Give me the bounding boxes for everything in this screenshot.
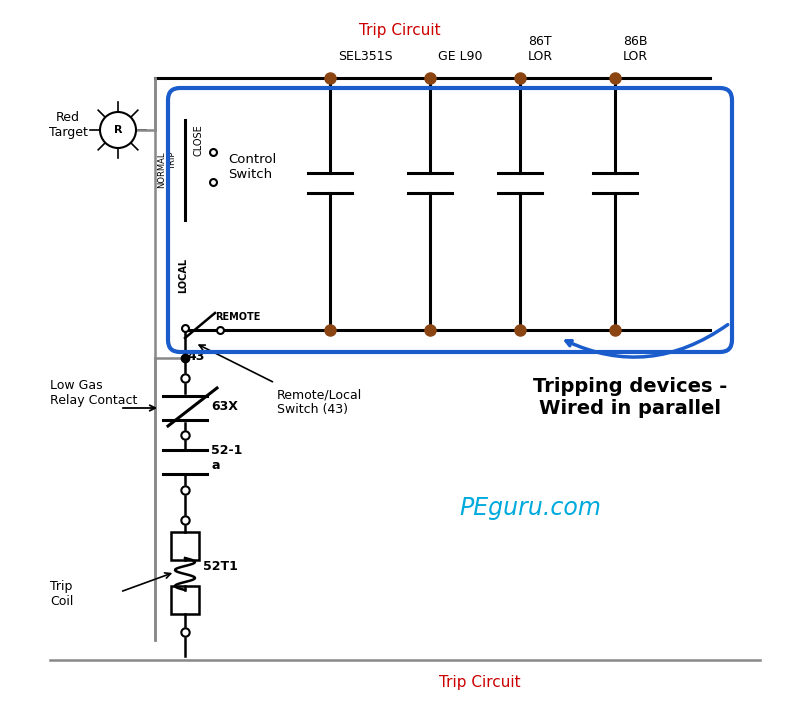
Text: Remote/Local
Switch (43): Remote/Local Switch (43) [277,388,362,416]
Text: REMOTE: REMOTE [215,312,260,322]
Text: PEguru.com: PEguru.com [459,496,601,520]
Circle shape [100,112,136,148]
Text: NORMAL
TRIP: NORMAL TRIP [158,152,177,188]
Text: Tripping devices -
Wired in parallel: Tripping devices - Wired in parallel [533,377,727,418]
Text: CLOSE: CLOSE [193,124,203,156]
Text: LOCAL: LOCAL [178,258,188,292]
Text: 52-1
a: 52-1 a [211,444,242,472]
Text: 86T
LOR: 86T LOR [528,35,553,63]
Text: Low Gas
Relay Contact: Low Gas Relay Contact [50,379,138,407]
Text: 86B
LOR: 86B LOR [623,35,648,63]
Text: Trip
Coil: Trip Coil [50,580,73,608]
Text: GE L90: GE L90 [438,50,482,63]
Text: Trip Circuit: Trip Circuit [440,675,521,690]
Bar [171,532,199,560]
Text: Control
Switch: Control Switch [228,153,276,181]
Text: Red
Target: Red Target [48,111,88,139]
Text: Trip Circuit: Trip Circuit [359,23,441,38]
Bar [171,586,199,614]
Text: SEL351S: SEL351S [338,50,393,63]
Text: 52T1: 52T1 [203,559,237,573]
Text: 63X: 63X [211,399,237,413]
Text: 43: 43 [187,350,204,363]
Text: R: R [114,125,122,135]
